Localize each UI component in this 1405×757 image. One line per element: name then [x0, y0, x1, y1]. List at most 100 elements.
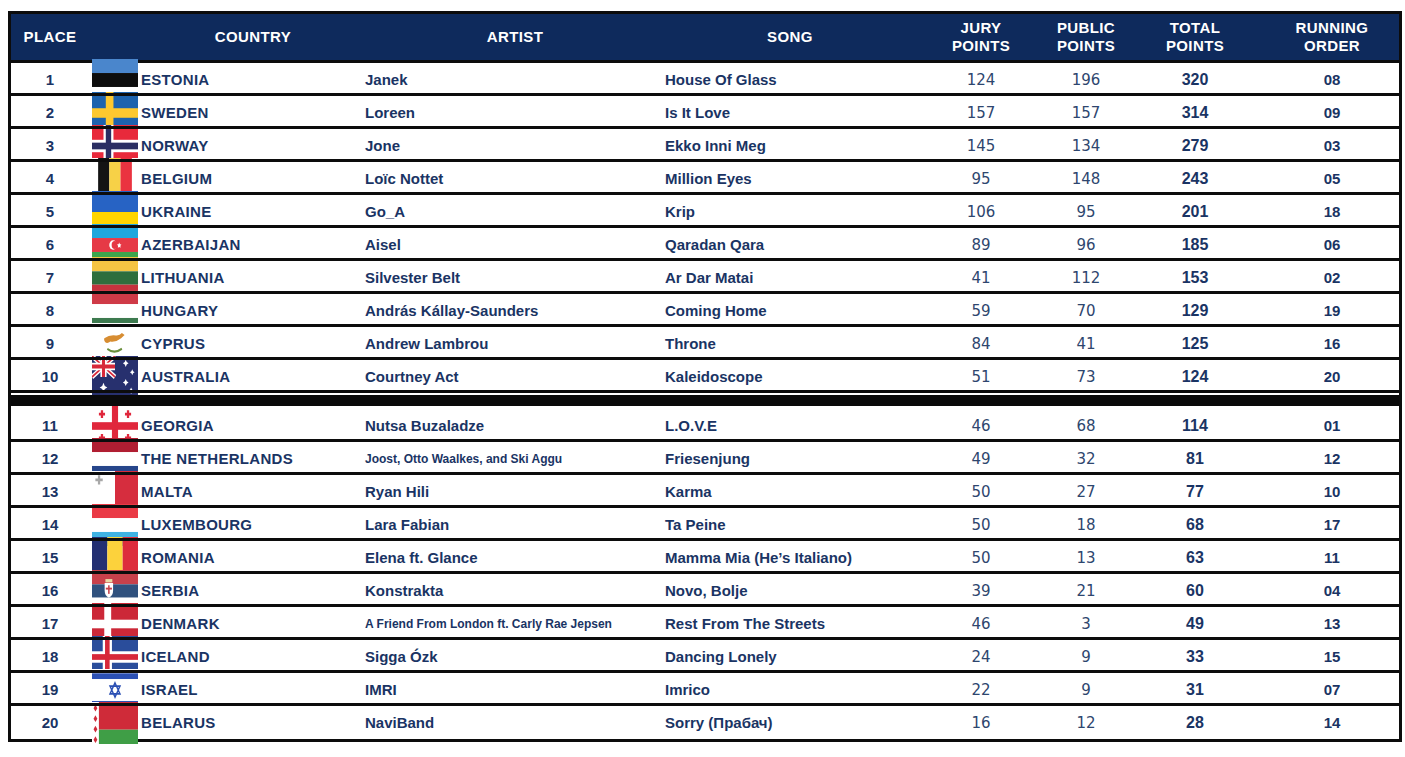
public-points-value: 27 [1047, 483, 1125, 501]
flag-malta-icon [92, 471, 138, 513]
table-row: 19 ISRAEL IMRI Imrico 22 9 31 07 [11, 673, 1399, 706]
song-title: Imrico [665, 681, 915, 698]
song-title: House Of Glass [665, 71, 915, 88]
running-order-value: 01 [1265, 417, 1399, 434]
header-running-order: RUNNING ORDER [1265, 19, 1399, 56]
running-order-value: 19 [1265, 302, 1399, 319]
table-row: 4 BELGIUM Loïc Nottet Million Eyes 95 14… [11, 162, 1399, 195]
country-name: CYPRUS [141, 335, 365, 352]
flag-luxembourg-icon [92, 504, 138, 546]
artist-name: András Kállay-Saunders [365, 302, 665, 319]
artist-name: Silvester Belt [365, 269, 665, 286]
jury-points-value: 50 [915, 516, 1047, 534]
place-value: 13 [11, 483, 89, 500]
table-row: 13 MALTA Ryan Hili Karma 50 27 77 10 [11, 475, 1399, 508]
country-name: ICELAND [141, 648, 365, 665]
public-points-value: 41 [1047, 335, 1125, 353]
jury-points-value: 51 [915, 368, 1047, 386]
header-place: PLACE [11, 28, 89, 46]
table-row: 2 SWEDEN Loreen Is It Love 157 157 314 0… [11, 96, 1399, 129]
country-name: THE NETHERLANDS [141, 450, 365, 467]
header-total-points: TOTAL POINTS [1125, 19, 1265, 56]
running-order-value: 04 [1265, 582, 1399, 599]
flag-belgium-icon [92, 158, 138, 200]
flag-cyprus-icon [92, 323, 138, 365]
table-header-row: PLACE COUNTRY ARTIST SONG JURY POINTS PU… [11, 14, 1399, 63]
running-order-value: 20 [1265, 368, 1399, 385]
artist-name: Sigga Ózk [365, 648, 665, 665]
country-name: HUNGARY [141, 302, 365, 319]
flag-azerbaijan-icon [92, 224, 138, 266]
total-points-value: 314 [1125, 104, 1265, 122]
total-points-value: 68 [1125, 516, 1265, 534]
place-value: 9 [11, 335, 89, 352]
public-points-value: 9 [1047, 681, 1125, 699]
place-value: 6 [11, 236, 89, 253]
place-value: 1 [11, 71, 89, 88]
total-points-value: 63 [1125, 549, 1265, 567]
artist-name: Go_A [365, 203, 665, 220]
jury-points-value: 124 [915, 71, 1047, 89]
flag-romania-icon [92, 537, 138, 579]
public-points-value: 18 [1047, 516, 1125, 534]
flag-ukraine-icon [92, 191, 138, 233]
jury-points-value: 106 [915, 203, 1047, 221]
place-value: 7 [11, 269, 89, 286]
song-title: Ar Dar Matai [665, 269, 915, 286]
flag-australia-icon [92, 356, 138, 398]
country-name: LUXEMBOURG [141, 516, 365, 533]
country-name: AUSTRALIA [141, 368, 365, 385]
running-order-value: 07 [1265, 681, 1399, 698]
song-title: Dancing Lonely [665, 648, 915, 665]
public-points-value: 12 [1047, 714, 1125, 732]
place-value: 16 [11, 582, 89, 599]
running-order-value: 06 [1265, 236, 1399, 253]
song-title: Friesenjung [665, 450, 915, 467]
place-value: 4 [11, 170, 89, 187]
song-title: Kaleidoscope [665, 368, 915, 385]
flag-georgia-icon [92, 405, 138, 447]
running-order-value: 15 [1265, 648, 1399, 665]
header-flag-spacer [89, 14, 141, 60]
public-points-value: 96 [1047, 236, 1125, 254]
country-name: LITHUANIA [141, 269, 365, 286]
table-row: 6 AZERBAIJAN Aisel Qaradan Qara 89 96 18… [11, 228, 1399, 261]
total-points-value: 31 [1125, 681, 1265, 699]
flag-iceland-icon [92, 636, 138, 678]
running-order-value: 12 [1265, 450, 1399, 467]
public-points-value: 95 [1047, 203, 1125, 221]
flag-lithuania-icon [92, 257, 138, 299]
place-value: 2 [11, 104, 89, 121]
total-points-value: 114 [1125, 417, 1265, 435]
artist-name: Joost, Otto Waalkes, and Ski Aggu [365, 452, 665, 466]
jury-points-value: 22 [915, 681, 1047, 699]
artist-name: Konstrakta [365, 582, 665, 599]
jury-points-value: 49 [915, 450, 1047, 468]
flag-estonia-icon [92, 59, 138, 101]
flag-serbia-icon [92, 570, 138, 612]
total-points-value: 185 [1125, 236, 1265, 254]
table-row: 10 AUSTRALIA Courtney Act Kaleidoscope 5… [11, 360, 1399, 393]
running-order-value: 16 [1265, 335, 1399, 352]
artist-name: Jone [365, 137, 665, 154]
running-order-value: 03 [1265, 137, 1399, 154]
place-value: 20 [11, 714, 89, 731]
total-points-value: 153 [1125, 269, 1265, 287]
country-name: BELGIUM [141, 170, 365, 187]
header-country: COUNTRY [141, 28, 365, 46]
song-title: Throne [665, 335, 915, 352]
place-value: 10 [11, 368, 89, 385]
jury-points-value: 95 [915, 170, 1047, 188]
jury-points-value: 41 [915, 269, 1047, 287]
artist-name: NaviBand [365, 714, 665, 731]
artist-name: Courtney Act [365, 368, 665, 385]
running-order-value: 14 [1265, 714, 1399, 731]
table-row: 8 HUNGARY András Kállay-Saunders Coming … [11, 294, 1399, 327]
running-order-value: 11 [1265, 549, 1399, 566]
running-order-value: 08 [1265, 71, 1399, 88]
artist-name: Elena ft. Glance [365, 549, 665, 566]
table-row: 11 GEORGIA Nutsa Buzaladze L.O.V.E 46 68… [11, 409, 1399, 442]
public-points-value: 148 [1047, 170, 1125, 188]
qualification-cutoff-bar [11, 395, 1399, 406]
running-order-value: 13 [1265, 615, 1399, 632]
